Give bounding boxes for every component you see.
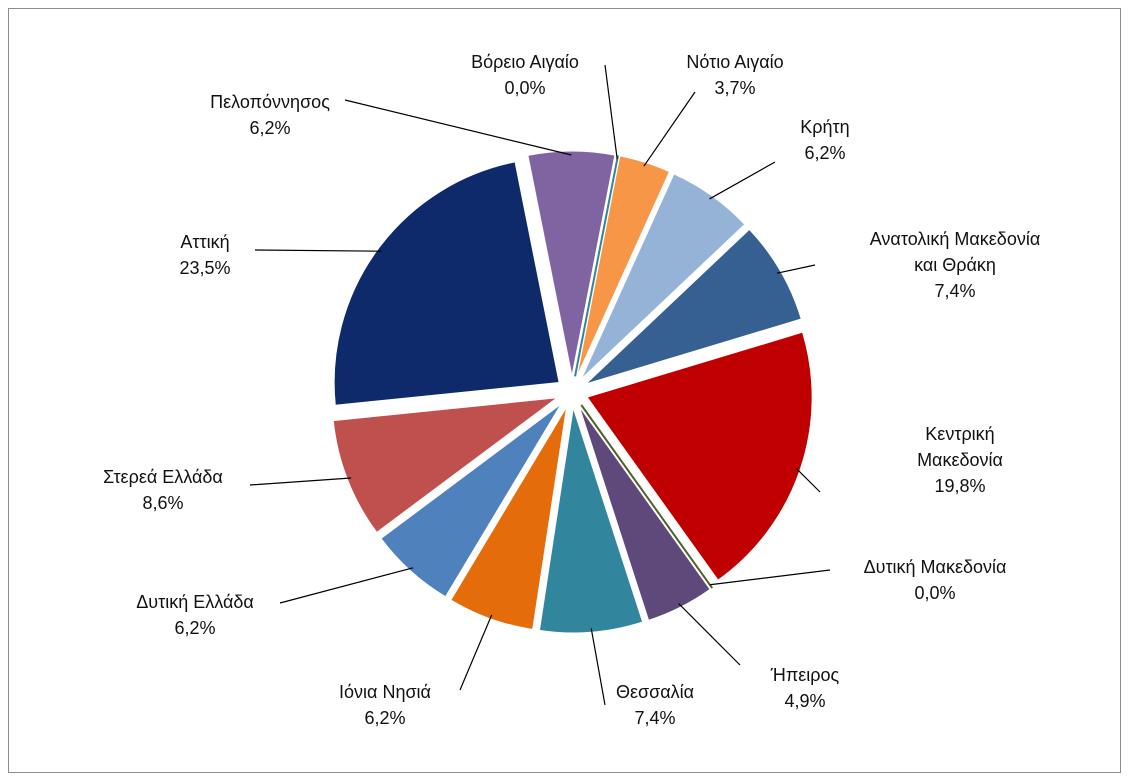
value-label: 23,5%	[179, 258, 231, 278]
pie-slice	[574, 155, 619, 377]
data-label: Κεντρική Μακεδονία 19,8%	[885, 421, 1035, 499]
leader-line	[254, 249, 382, 252]
category-label: Νότιο Αιγαίο	[686, 52, 784, 72]
leader-line	[279, 567, 414, 604]
data-label: Στερεά Ελλάδα 8,6%	[103, 464, 223, 516]
leader-line	[709, 569, 831, 586]
category-label: Αττική	[180, 232, 230, 252]
category-label: Δυτική Μακεδονία	[863, 557, 1007, 577]
pie-slice	[586, 331, 813, 581]
pie-slice	[580, 404, 714, 589]
category-label: Ανατολική Μακεδονία και Θράκη	[869, 229, 1041, 275]
leader-line	[678, 603, 741, 666]
value-label: 6,2%	[804, 143, 846, 163]
pie-slice	[333, 161, 560, 406]
category-label: Κρήτη	[800, 117, 850, 137]
data-label: Κρήτη 6,2%	[800, 114, 849, 166]
value-label: 0,0%	[914, 583, 956, 603]
pie-slice	[580, 173, 746, 380]
value-label: 4,9%	[784, 691, 826, 711]
category-label: Ιόνια Νησιά	[339, 682, 431, 702]
leader-line	[459, 614, 493, 691]
leader-line	[709, 161, 776, 200]
leader-line	[795, 468, 821, 493]
value-label: 0,0%	[504, 78, 546, 98]
pie-slice	[527, 150, 616, 377]
category-label: Βόρειο Αιγαίο	[471, 52, 579, 72]
value-label: 6,2%	[364, 708, 406, 728]
pie-slice	[576, 155, 671, 377]
value-label: 19,8%	[934, 476, 986, 496]
data-label: Βόρειο Αιγαίο 0,0%	[471, 49, 579, 101]
category-label: Ήπειρος	[770, 665, 840, 685]
category-label: Πελοπόννησος	[210, 92, 330, 112]
data-label: Ήπειρος 4,9%	[771, 662, 839, 714]
value-label: 6,2%	[174, 618, 216, 638]
category-label: Θεσσαλία	[615, 682, 695, 702]
pie-slice	[332, 397, 559, 534]
data-label: Δυτική Μακεδονία 0,0%	[864, 554, 1007, 606]
pie-slice	[380, 403, 562, 598]
category-label: Δυτική Ελλάδα	[136, 592, 254, 612]
value-label: 3,7%	[714, 78, 756, 98]
category-label: Κεντρική Μακεδονία	[917, 424, 1003, 470]
data-label: Ιόνια Νησιά 6,2%	[339, 679, 431, 731]
data-label: Ανατολική Μακεδονία και Θράκη 7,4%	[865, 226, 1045, 304]
value-label: 7,4%	[634, 708, 676, 728]
data-label: Δυτική Ελλάδα 6,2%	[136, 589, 254, 641]
value-label: 6,2%	[249, 118, 291, 138]
data-label: Αττική 23,5%	[179, 229, 230, 281]
data-label: Πελοπόννησος 6,2%	[210, 89, 330, 141]
data-label: Νότιο Αιγαίο 3,7%	[686, 49, 783, 101]
category-label: Στερεά Ελλάδα	[103, 467, 223, 487]
leader-line	[604, 64, 618, 160]
value-label: 8,6%	[142, 493, 184, 513]
leader-line	[344, 99, 572, 156]
data-label: Θεσσαλία 7,4%	[616, 679, 694, 731]
leader-line	[776, 264, 816, 274]
leader-line	[249, 477, 352, 486]
chart-frame	[8, 8, 1121, 773]
pie-slice	[585, 228, 802, 385]
leader-line	[643, 91, 696, 167]
value-label: 7,4%	[934, 281, 976, 301]
leader-line	[590, 628, 606, 706]
pie-slice	[578, 405, 711, 621]
